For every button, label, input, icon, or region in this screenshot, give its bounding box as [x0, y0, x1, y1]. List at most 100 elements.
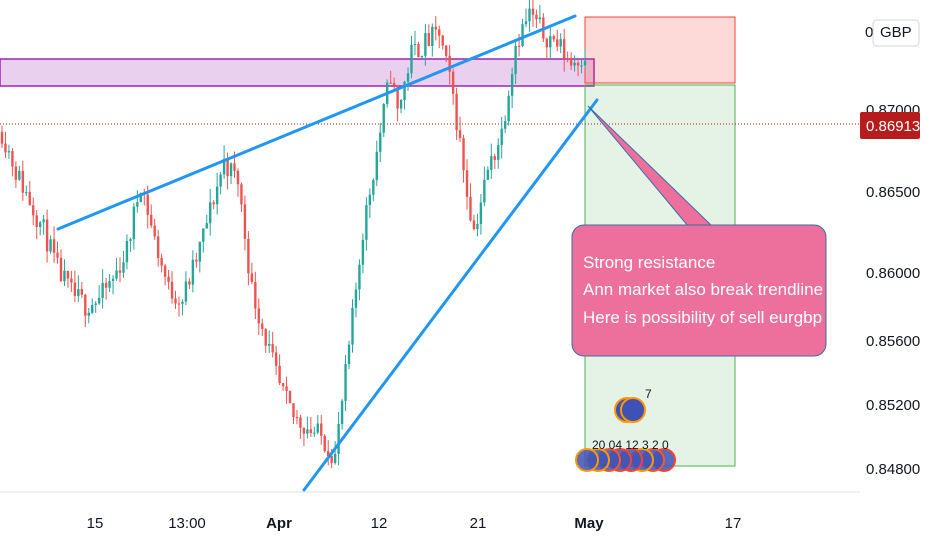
event-flag-icon	[620, 397, 646, 423]
currency-button[interactable]	[872, 19, 920, 47]
annotation-box[interactable]	[571, 224, 827, 357]
candle-body	[559, 39, 562, 47]
time-axis[interactable]: 15 13:00 Apr 12 21 May 17	[87, 515, 742, 532]
candle-body	[63, 270, 66, 282]
candle-body	[455, 93, 458, 131]
candle-body	[524, 21, 528, 25]
candle-body	[493, 156, 496, 160]
candle-body	[556, 39, 559, 47]
candle-body	[70, 278, 73, 283]
candle-body	[56, 252, 59, 258]
candle-body	[170, 281, 174, 299]
candle-body	[285, 386, 288, 391]
candle-body	[420, 55, 424, 58]
candle-body	[500, 128, 503, 146]
candle-body	[219, 174, 222, 187]
candle-body	[569, 58, 573, 66]
candle-body	[156, 236, 160, 258]
candle-body	[104, 282, 108, 288]
candle-body	[4, 143, 7, 153]
candle-body	[410, 44, 413, 74]
current-price-value: 0.86913	[866, 118, 920, 135]
candle-body	[313, 432, 316, 434]
currency-label: GBP	[880, 24, 912, 41]
candle-body	[7, 151, 11, 153]
candle-body	[368, 194, 372, 206]
candle-body	[358, 264, 361, 290]
time-tick-label: 13:00	[168, 515, 206, 532]
candle-body	[32, 205, 35, 216]
candle-body	[337, 423, 340, 454]
candle-body	[73, 282, 77, 296]
candle-body	[87, 312, 90, 316]
candle-body	[129, 239, 132, 241]
candle-body	[80, 289, 84, 295]
candle-body	[365, 205, 368, 240]
candle-body	[392, 82, 396, 86]
candle-body	[399, 99, 403, 109]
event-flag-icon	[575, 448, 599, 472]
candle-body	[580, 65, 583, 67]
candle-body	[309, 429, 313, 434]
candle-body	[417, 44, 420, 58]
candle-body	[351, 307, 354, 345]
time-tick-label: Apr	[266, 515, 292, 532]
candle-body	[167, 276, 170, 282]
candle-body	[448, 55, 451, 72]
candle-body	[257, 308, 260, 324]
candle-body	[163, 265, 167, 277]
candle-body	[510, 74, 514, 96]
lower-trendline[interactable]	[302, 98, 599, 492]
candle-body	[66, 270, 70, 279]
candle-body	[382, 103, 385, 133]
stop-loss-zone[interactable]	[584, 16, 736, 84]
candle-body	[302, 427, 306, 434]
candle-body	[323, 435, 326, 452]
candle-body	[347, 344, 351, 365]
candle-body	[226, 158, 229, 177]
candle-body	[354, 289, 358, 308]
candle-body	[299, 417, 302, 428]
candle-body	[576, 62, 580, 66]
candle-body	[320, 423, 323, 436]
economic-events-upper[interactable]: 7	[614, 387, 652, 423]
candle-body	[503, 121, 507, 129]
candle-body	[268, 343, 271, 346]
resistance-zone[interactable]	[0, 58, 595, 87]
current-price-tag	[860, 112, 920, 139]
candle-body	[497, 145, 500, 160]
candle-body	[521, 24, 524, 47]
candle-body	[562, 39, 566, 59]
candle-body	[42, 219, 45, 223]
candle-body	[451, 71, 455, 94]
candle-body	[191, 259, 195, 285]
upper-trendline[interactable]	[56, 14, 577, 231]
candle-body	[472, 220, 476, 230]
candle-body	[184, 281, 188, 302]
candle-body	[122, 262, 125, 273]
candle-body	[427, 33, 431, 46]
candle-body	[340, 400, 344, 424]
candle-body	[431, 26, 434, 46]
candle-body	[243, 204, 247, 239]
price-tick-label: 0.86500	[866, 184, 920, 201]
candle-body	[94, 303, 97, 306]
candle-body	[531, 8, 535, 15]
candle-body	[11, 151, 14, 167]
candle-body	[566, 58, 569, 60]
price-axis[interactable]: 0.870000.865000.860000.856000.852000.848…	[866, 102, 920, 478]
candle-body	[181, 301, 184, 304]
candle-body	[361, 239, 365, 265]
candle-body	[545, 38, 549, 48]
candle-body	[379, 132, 382, 152]
candle-body	[25, 192, 28, 194]
economic-events-lower[interactable]: 20 04 12 3 2 0	[575, 438, 676, 472]
candle-body	[77, 289, 80, 296]
candle-body	[28, 192, 31, 206]
candle-body	[476, 223, 479, 230]
annotation-line-3: Here is possibility of sell eurgbp	[583, 308, 822, 327]
candle-body	[465, 170, 469, 197]
candle-body	[45, 219, 49, 252]
